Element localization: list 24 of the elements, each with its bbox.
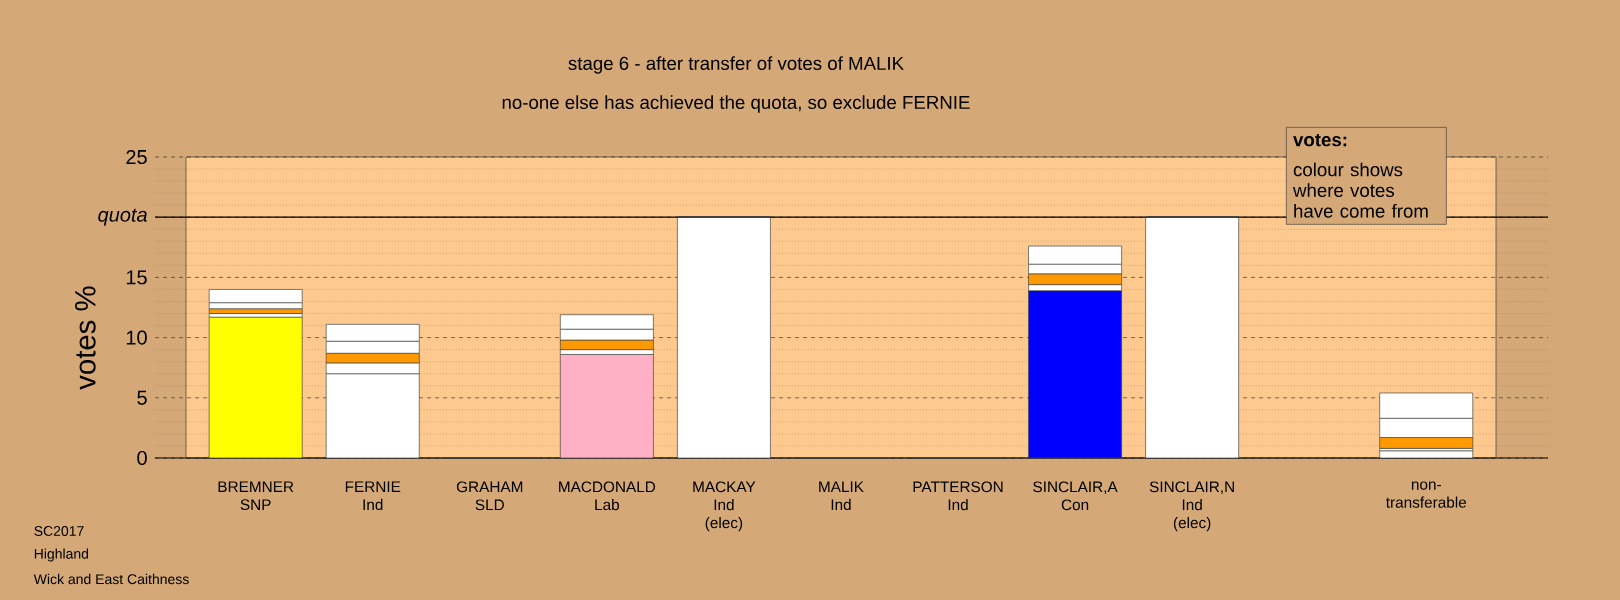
- x-tick-label: SINCLAIR,A Con: [1033, 481, 1118, 511]
- text: votes:: [1293, 133, 1347, 147]
- y-tick-label: 5: [137, 390, 147, 405]
- annotation: colour shows where votes have come from: [1292, 162, 1428, 218]
- y-tick-label: 10: [126, 330, 147, 345]
- text: SC2017: [34, 526, 84, 536]
- chart-title: stage 6 - after transfer of votes of MALIK: [568, 56, 904, 74]
- text: Wick and East Caithness: [33, 573, 189, 585]
- x-tick-label: PATTERSON Ind: [913, 481, 1003, 511]
- y-tick-label: quota: [98, 208, 147, 226]
- y-tick-label: 0: [137, 450, 147, 466]
- x-tick-label: GRAHAM SLD: [456, 481, 523, 511]
- chart-subtitle: no-one else has achieved the quota, so exclude FERNIE: [502, 95, 970, 113]
- x-tick-label: MACDONALD Lab: [559, 481, 656, 511]
- y-tick-label: 25: [126, 149, 147, 165]
- x-tick-label: BREMNER SNP: [218, 481, 294, 511]
- x-tick-label: SINCLAIR,N Ind (elec): [1149, 481, 1234, 532]
- x-tick-label: FERNIE Ind: [345, 481, 401, 511]
- y-axis-title: votes %: [75, 286, 96, 390]
- x-tick-label: MACKAY Ind (elec): [693, 481, 756, 532]
- y-tick-label: 15: [126, 270, 147, 285]
- x-tick-label: non-transferable: [1386, 481, 1467, 508]
- text: Highland: [34, 548, 89, 562]
- x-tick-label: MALIK Ind: [819, 481, 864, 511]
